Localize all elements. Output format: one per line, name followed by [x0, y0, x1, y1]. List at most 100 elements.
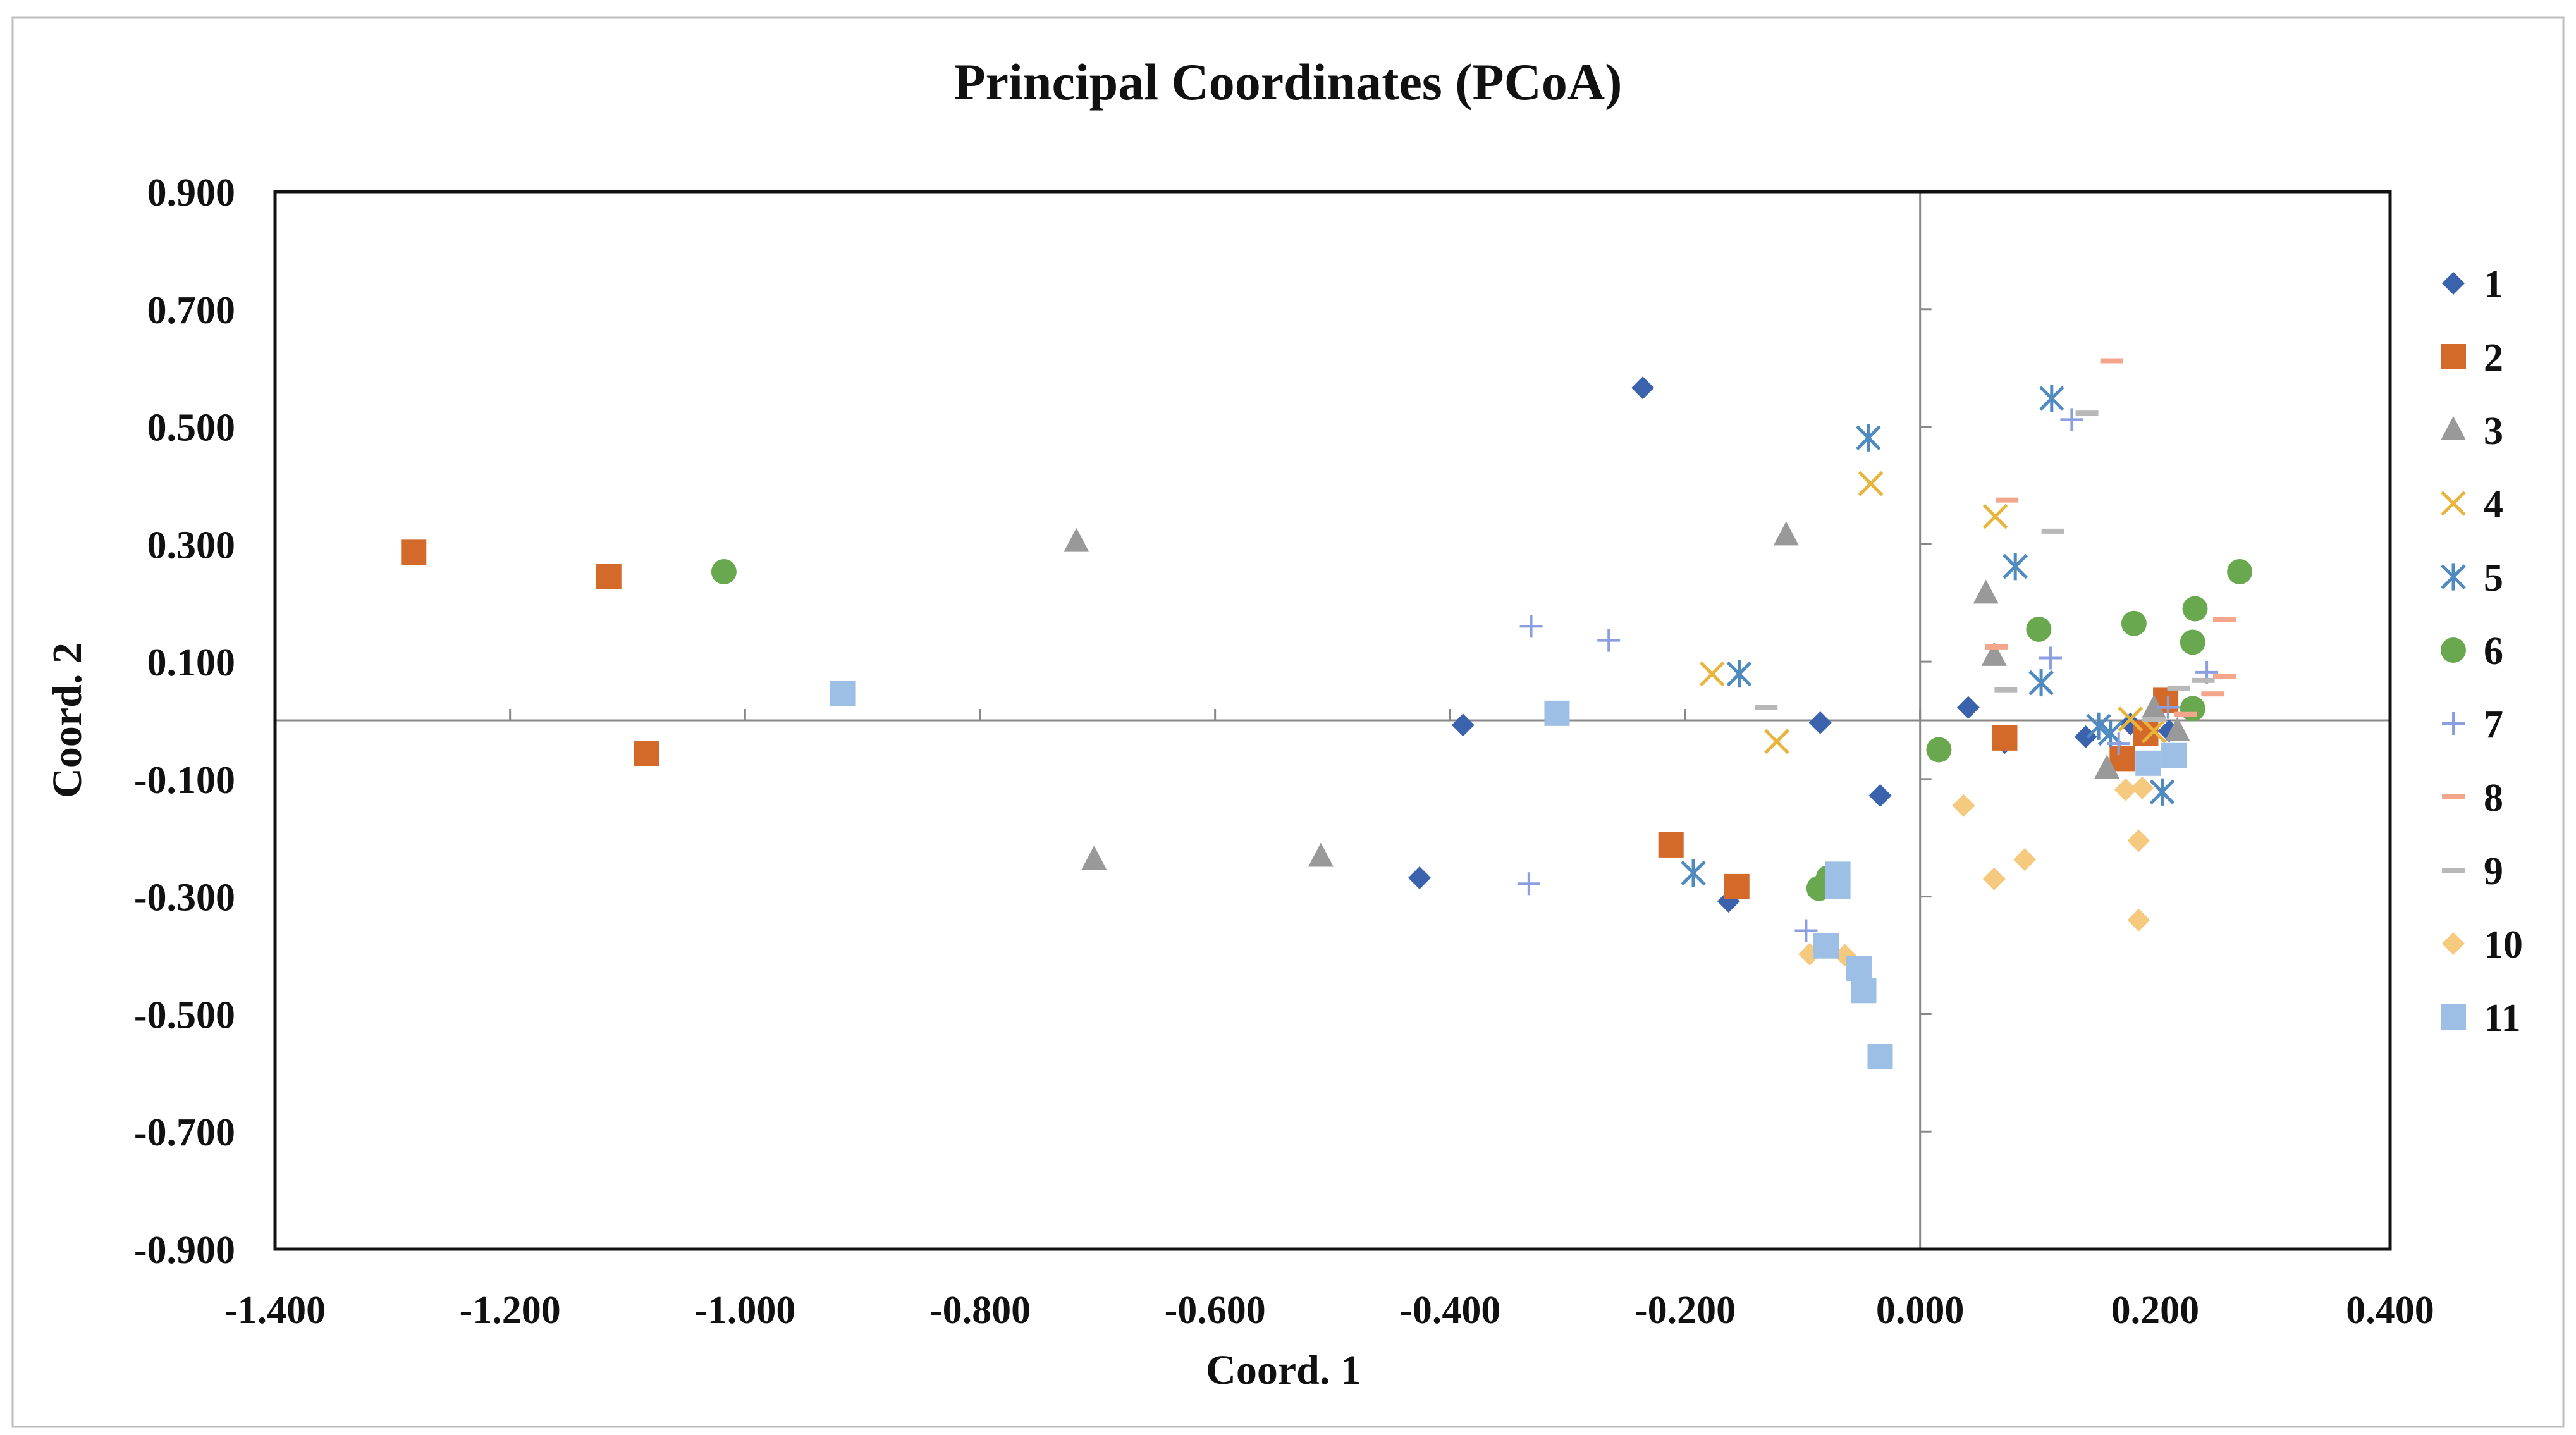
legend-marker-series-9: [2442, 868, 2465, 873]
data-point-series-7: [2156, 696, 2180, 719]
legend-label-series-9: 9: [2484, 850, 2503, 893]
legend-marker-series-2: [2441, 344, 2466, 369]
legend-label-series-6: 6: [2484, 630, 2503, 673]
x-tick-label: -0.600: [1165, 1289, 1266, 1332]
legend-label-series-2: 2: [2484, 336, 2503, 379]
data-point-series-7: [1597, 629, 1621, 652]
data-points: [401, 358, 2253, 1069]
data-point-series-9: [2041, 528, 2064, 534]
data-point-series-11: [1867, 1044, 1893, 1069]
y-axis-label: Coord. 2: [44, 643, 90, 798]
data-point-series-9: [1755, 705, 1778, 710]
y-tick-label: 0.300: [147, 524, 236, 567]
y-tick-label: -0.500: [134, 994, 235, 1037]
data-point-series-4: [1764, 729, 1789, 754]
x-tick-label: -0.800: [929, 1289, 1031, 1332]
x-tick-label: -0.200: [1635, 1289, 1736, 1332]
data-point-series-3: [2094, 754, 2120, 779]
legend: 1 2 3 4 5 6 7 8 9 10 11: [2441, 263, 2523, 1040]
data-point-series-1: [1868, 784, 1892, 807]
legend-label-series-5: 5: [2484, 557, 2503, 600]
data-point-series-8: [2174, 711, 2197, 717]
data-point-series-7: [1794, 919, 1818, 942]
data-point-series-5: [2086, 712, 2111, 740]
data-point-series-3: [2164, 717, 2190, 741]
data-point-series-3: [1081, 846, 1107, 870]
data-point-series-11: [2161, 742, 2187, 768]
data-point-series-10: [2130, 776, 2154, 799]
legend-marker-series-5: [2441, 563, 2466, 591]
data-point-series-10: [1982, 867, 2006, 890]
legend-label-series-10: 10: [2484, 923, 2523, 966]
y-tick-label: 0.100: [147, 641, 236, 684]
x-tick-label: -1.000: [694, 1289, 795, 1332]
y-tick-label: -0.300: [134, 877, 235, 920]
data-point-series-7: [2107, 732, 2130, 756]
data-point-series-5: [2028, 668, 2054, 697]
data-point-series-8: [2100, 358, 2123, 364]
data-point-series-4: [2118, 706, 2144, 732]
data-point-series-6: [2182, 596, 2208, 622]
data-point-series-6: [1926, 737, 1952, 763]
data-point-series-11: [1544, 700, 1570, 726]
data-point-series-3: [2141, 694, 2167, 719]
data-point-series-11: [1851, 978, 1877, 1004]
legend-marker-series-4: [2441, 491, 2466, 516]
data-point-series-3: [1064, 527, 1089, 552]
data-point-series-10: [1952, 794, 1975, 817]
y-tick-label: 0.500: [147, 407, 236, 450]
data-point-series-7: [1519, 615, 1543, 638]
data-point-series-6: [2227, 558, 2253, 584]
data-point-series-8: [2201, 691, 2224, 697]
legend-label-series-4: 4: [2484, 483, 2503, 526]
data-point-series-1: [2074, 725, 2097, 749]
data-point-series-10: [2013, 848, 2037, 871]
data-point-series-8: [2212, 674, 2236, 679]
y-tick-label: 0.900: [147, 171, 236, 214]
data-point-series-2: [401, 539, 427, 565]
data-point-series-6: [2026, 617, 2052, 643]
legend-marker-series-7: [2442, 712, 2465, 735]
data-point-series-4: [1858, 471, 1884, 496]
data-point-series-5: [1726, 660, 1752, 688]
y-tick-label: -0.900: [134, 1229, 235, 1272]
x-tick-label: -1.400: [224, 1289, 326, 1332]
x-tick-label: -1.200: [460, 1289, 561, 1332]
data-point-series-4: [1699, 661, 1725, 687]
legend-marker-series-10: [2442, 932, 2465, 955]
legend-marker-series-1: [2442, 272, 2465, 295]
data-point-series-3: [1973, 579, 1999, 604]
data-point-series-2: [634, 741, 659, 767]
data-point-series-1: [1408, 866, 1432, 889]
data-point-series-2: [1658, 832, 1684, 858]
y-axis-ticks: 0.900 0.700 0.500 0.300 0.100 -0.100 -0.300 -0.…: [134, 171, 1932, 1272]
legend-label-series-8: 8: [2484, 777, 2503, 820]
data-point-series-2: [1724, 873, 1750, 899]
data-point-series-6: [2180, 629, 2205, 655]
legend-label-series-3: 3: [2484, 410, 2503, 453]
plot-border: [273, 190, 2392, 1251]
data-point-series-6: [711, 558, 737, 584]
data-point-series-11: [830, 681, 856, 706]
data-point-series-2: [596, 564, 622, 589]
y-tick-label: -0.100: [134, 759, 235, 802]
data-point-series-8: [2212, 617, 2236, 622]
data-point-series-7: [2039, 646, 2062, 670]
data-point-series-10: [2127, 829, 2150, 853]
legend-label-series-1: 1: [2484, 263, 2503, 306]
data-point-series-10: [2114, 778, 2137, 801]
x-tick-label: 0.200: [2111, 1289, 2200, 1332]
data-point-series-8: [1985, 644, 2008, 650]
data-point-series-6: [2180, 696, 2205, 722]
data-point-series-4: [1982, 503, 2008, 529]
x-tick-label: 0.400: [2346, 1289, 2434, 1332]
data-point-series-10: [2127, 908, 2150, 932]
data-point-series-1: [1956, 696, 1980, 719]
data-point-series-9: [2192, 677, 2215, 683]
data-point-series-3: [1773, 521, 1799, 546]
data-point-series-5: [1856, 424, 1881, 452]
x-tick-label: -0.400: [1399, 1289, 1500, 1332]
data-point-series-9: [2167, 685, 2190, 691]
data-point-series-8: [1996, 497, 2019, 503]
